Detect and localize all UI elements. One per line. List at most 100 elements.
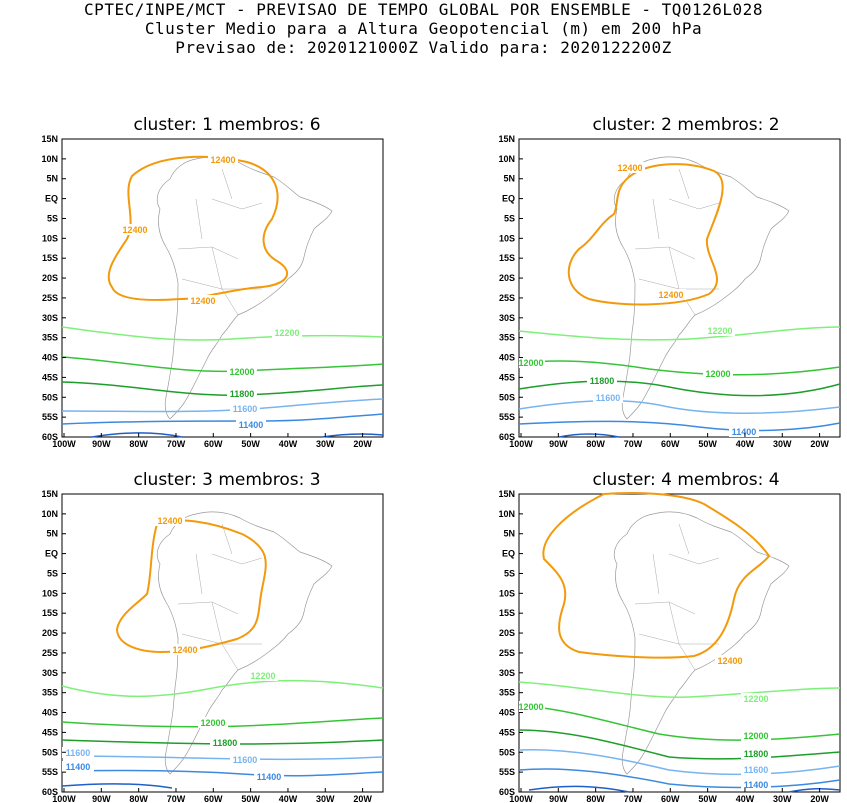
lon-tick-label: 70W (167, 794, 186, 803)
lat-tick-label: 45S (42, 372, 58, 382)
lat-tick-label: 25S (42, 293, 58, 303)
lon-tick-label: 40W (279, 794, 298, 803)
contour-11200 (558, 433, 620, 438)
lon-tick-label: 50W (698, 794, 717, 803)
lat-tick-label: 25S (42, 648, 58, 658)
lat-tick-label: EQ (45, 194, 58, 204)
lat-tick-label: 60S (42, 787, 58, 797)
contour-label: 11600 (66, 748, 91, 758)
contour-label: 12400 (617, 163, 642, 173)
lat-tick-label: 5N (503, 529, 515, 539)
country-border (195, 198, 203, 240)
country-border (668, 553, 720, 565)
lon-tick-label: 90W (92, 794, 111, 803)
contour-11600 (518, 399, 841, 414)
lon-tick-label: 40W (279, 439, 298, 449)
panel-cluster-1: cluster: 1 membros: 6 12400 12400 12400 … (22, 110, 402, 449)
lat-tick-label: 55S (42, 767, 58, 777)
contour-label: 12000 (200, 718, 225, 728)
lat-tick-label: 25S (499, 648, 515, 658)
contour-label: 11800 (744, 749, 769, 759)
lat-tick-label: 15N (41, 134, 58, 144)
lon-tick-label: 60W (661, 439, 680, 449)
country-border (221, 523, 233, 555)
map-cluster-3: cluster: 3 membros: 3 12400 12400 12200 … (41, 470, 384, 803)
lat-tick-label: 55S (499, 767, 515, 777)
contour-12400 (542, 492, 771, 659)
contour-label: 12000 (229, 367, 254, 377)
map-cluster-1: cluster: 1 membros: 6 12400 12400 12400 … (41, 115, 384, 449)
lat-tick-label: 15N (498, 134, 515, 144)
lon-tick-label: 50W (241, 439, 260, 449)
contour-label: 11800 (213, 738, 238, 748)
lon-tick-label: 90W (549, 439, 568, 449)
lat-tick-label: 10S (42, 233, 58, 243)
lat-tick-label: 20S (499, 273, 515, 283)
contour-12200 (518, 326, 841, 341)
lat-tick-label: 10N (498, 154, 515, 164)
panel-title: cluster: 2 membros: 2 (592, 115, 779, 135)
lon-tick-label: 60W (661, 794, 680, 803)
axis-ticks: 15N 10N 5N EQ 5S 10S 15S 20S 25S 30S 35S 40S 45S 50S 5… (41, 489, 372, 803)
country-border (195, 553, 203, 595)
lat-tick-label: 5S (47, 568, 58, 578)
lat-tick-label: 60S (42, 432, 58, 442)
country-border (211, 553, 263, 565)
lat-tick-label: 15S (42, 253, 58, 263)
lat-tick-label: 60S (499, 432, 515, 442)
lat-tick-label: 10N (41, 509, 58, 519)
contour-label: 12400 (717, 656, 742, 666)
contour-label: 12200 (274, 328, 299, 338)
contour-11400 (518, 768, 841, 789)
lat-tick-label: EQ (502, 549, 515, 559)
contour-11400 (61, 769, 384, 777)
panel-title: cluster: 3 membros: 3 (133, 470, 320, 490)
contour-label: 12400 (172, 645, 197, 655)
contour-label: 12000 (743, 731, 768, 741)
map-cluster-2: cluster: 2 membros: 2 12400 12400 12200 … (498, 115, 841, 449)
contour-label: 11400 (257, 772, 282, 782)
contour-11600 (518, 748, 841, 776)
contour-label: 12400 (210, 155, 235, 165)
axis-ticks: 15N 10N 5N EQ 5S 10S 15S 20S 25S 30S 35S 40S 45S 50S 5… (498, 134, 829, 449)
contour-12200 (518, 681, 841, 698)
axis-ticks: 15N 10N 5N EQ 5S 10S 15S 20S 25S 30S 35S 40S 45S 50S 5… (498, 489, 829, 803)
lat-tick-label: 15S (42, 608, 58, 618)
lon-tick-label: 20W (810, 794, 829, 803)
lat-tick-label: 20S (42, 273, 58, 283)
lon-tick-label: 100W (509, 439, 533, 449)
lon-tick-label: 90W (549, 794, 568, 803)
panel-cluster-4: cluster: 4 membros: 4 12400 12200 12000 … (461, 465, 841, 803)
lat-tick-label: 30S (499, 668, 515, 678)
lat-tick-label: 5N (46, 174, 58, 184)
lat-tick-label: 50S (499, 392, 515, 402)
contour-label: 12200 (707, 326, 732, 336)
contour-12000 (518, 705, 841, 741)
lat-tick-label: 15N (498, 489, 515, 499)
contour-12200 (61, 679, 384, 698)
lon-tick-label: 20W (353, 794, 372, 803)
map-cluster-4: cluster: 4 membros: 4 12400 12200 12000 … (498, 470, 841, 803)
lon-tick-label: 100W (52, 439, 76, 449)
lon-tick-label: 70W (624, 439, 643, 449)
contour-11400 (518, 420, 841, 432)
contour-label: 12000 (518, 358, 543, 368)
contour-12400 (567, 163, 724, 306)
header-line-1: CPTEC/INPE/MCT - PREVISAO DE TEMPO GLOBA… (84, 0, 763, 19)
lon-tick-label: 70W (624, 794, 643, 803)
lon-tick-label: 80W (129, 439, 148, 449)
contour-label: 12400 (190, 296, 215, 306)
contour-label: 11800 (230, 389, 255, 399)
lat-tick-label: 40S (499, 708, 515, 718)
panel-cluster-2: cluster: 2 membros: 2 12400 12400 12200 … (461, 110, 841, 449)
lat-tick-label: 50S (42, 392, 58, 402)
contour-12000 (518, 360, 841, 376)
contour-label: 11400 (239, 420, 264, 430)
lon-tick-label: 90W (92, 439, 111, 449)
lat-tick-label: 45S (499, 372, 515, 382)
lat-tick-label: 10N (498, 509, 515, 519)
map-frame (518, 138, 841, 438)
lon-tick-label: 30W (316, 794, 335, 803)
contour-label: 11400 (744, 780, 769, 790)
lon-tick-label: 20W (810, 439, 829, 449)
